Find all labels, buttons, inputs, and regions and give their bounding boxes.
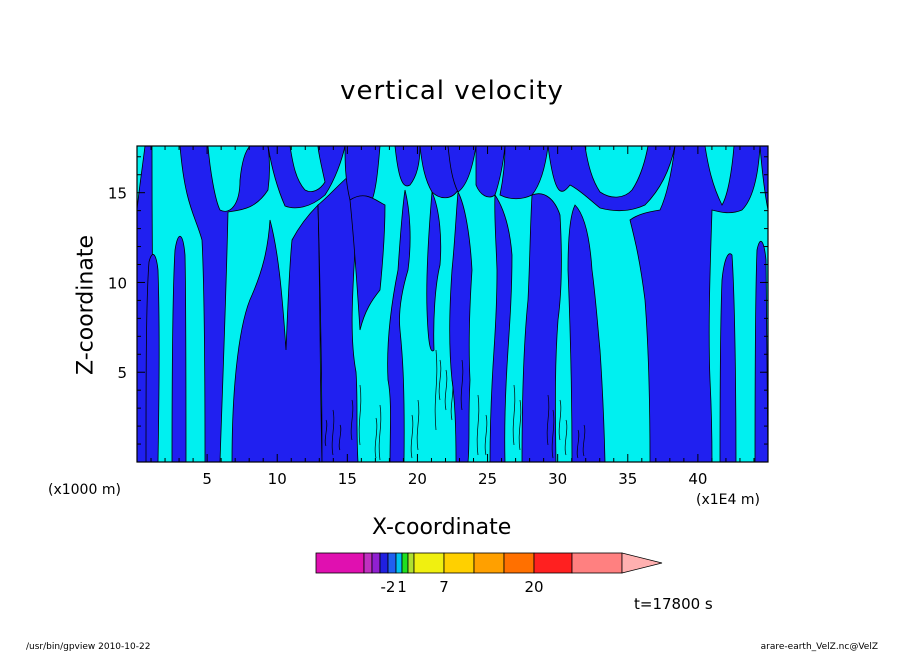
plot-frame — [136, 145, 769, 463]
turbulence-strand — [350, 399, 354, 441]
x-tick-label: 15 — [338, 470, 357, 488]
velocity-contour-region — [475, 145, 506, 198]
turbulence-strand — [518, 399, 522, 451]
colorbar-segment — [473, 552, 505, 574]
turbulence-strand — [512, 384, 516, 446]
velocity-contour-region — [567, 204, 606, 463]
x-tick-label: 20 — [408, 470, 427, 488]
colorbar-segment — [371, 552, 381, 574]
y-tick-label: 5 — [117, 364, 127, 382]
colorbar: -2 1 7 20 — [315, 552, 663, 596]
turbulence-strand — [551, 409, 555, 459]
axes: 5 10 15 20 25 30 35 40 5 10 15 — [108, 146, 768, 488]
plot-area — [136, 145, 769, 463]
turbulence-strand — [358, 384, 362, 446]
velocity-contour-region — [349, 195, 386, 331]
colorbar-segment — [401, 552, 409, 574]
y-unit-label: (x1000 m) — [48, 482, 121, 498]
turbulence-strand — [546, 394, 550, 446]
x-tick-label: 10 — [268, 470, 287, 488]
turbulence-strand — [582, 424, 586, 457]
x-tick-label: 35 — [618, 470, 637, 488]
footer-command: /usr/bin/gpview 2010-10-22 — [26, 642, 151, 652]
turbulence-strand — [374, 417, 378, 459]
time-label: t=17800 s — [634, 595, 713, 613]
colorbar-segment — [571, 552, 623, 574]
turbulence-strand — [484, 414, 488, 456]
colorbar-segment — [379, 552, 389, 574]
turbulence-strand — [378, 404, 382, 461]
colorbar-label: 1 — [397, 578, 407, 596]
turbulence-strand — [558, 399, 562, 441]
colorbar-segment — [363, 552, 373, 574]
velocity-contour-region — [394, 145, 421, 187]
colorbar-extend-arrow — [621, 552, 663, 574]
x-axis-label: X-coordinate — [372, 515, 512, 540]
colorbar-label: -2 — [381, 578, 396, 596]
turbulence-strand — [410, 414, 414, 459]
colorbar-segment — [315, 552, 365, 574]
velocity-contour-region — [521, 193, 562, 463]
footer-file: arare-earth_VelZ.nc@VelZ — [760, 642, 878, 652]
turbulence-strand — [450, 379, 454, 421]
colorbar-label: 20 — [524, 578, 543, 596]
turbulence-strand — [576, 429, 580, 459]
turbulence-strand — [564, 419, 568, 456]
velocity-contour-region — [179, 145, 270, 463]
chart-title: vertical velocity — [340, 76, 564, 106]
turbulence-strand — [460, 359, 464, 411]
turbulence-strand — [324, 419, 328, 447]
turbulence-strand — [338, 424, 342, 451]
turbulence-strand — [444, 369, 448, 411]
colorbar-segment — [413, 552, 445, 574]
x-tick-label: 25 — [478, 470, 497, 488]
colorbar-label: 7 — [439, 578, 449, 596]
y-tick-label: 15 — [108, 185, 127, 203]
x-tick-label: 30 — [548, 470, 567, 488]
velocity-contour-region — [547, 145, 676, 212]
turbulence-strand — [438, 359, 442, 401]
x-tick-label: 5 — [202, 470, 212, 488]
turbulence-strand — [476, 394, 480, 456]
colorbar-segment — [407, 552, 415, 574]
velocity-contour-region — [171, 235, 187, 463]
colorbar-segment — [443, 552, 475, 574]
x-unit-label: (x1E4 m) — [696, 492, 760, 508]
velocity-contour-region — [499, 145, 549, 200]
colorbar-segment — [387, 552, 397, 574]
velocity-contour-region — [426, 191, 442, 352]
velocity-contour-region — [754, 240, 769, 463]
velocity-contour-region — [145, 254, 160, 463]
turbulence-strand — [331, 409, 335, 456]
turbulence-strand — [416, 399, 420, 451]
colorbar-segment — [503, 552, 535, 574]
colorbar-segment — [395, 552, 403, 574]
x-tick-label: 40 — [688, 470, 707, 488]
y-tick-label: 10 — [108, 274, 127, 292]
y-axis-label: Z-coordinate — [73, 235, 99, 375]
turbulence-strand — [434, 349, 438, 431]
velocity-contour-region — [719, 253, 737, 463]
colorbar-segment — [533, 552, 573, 574]
